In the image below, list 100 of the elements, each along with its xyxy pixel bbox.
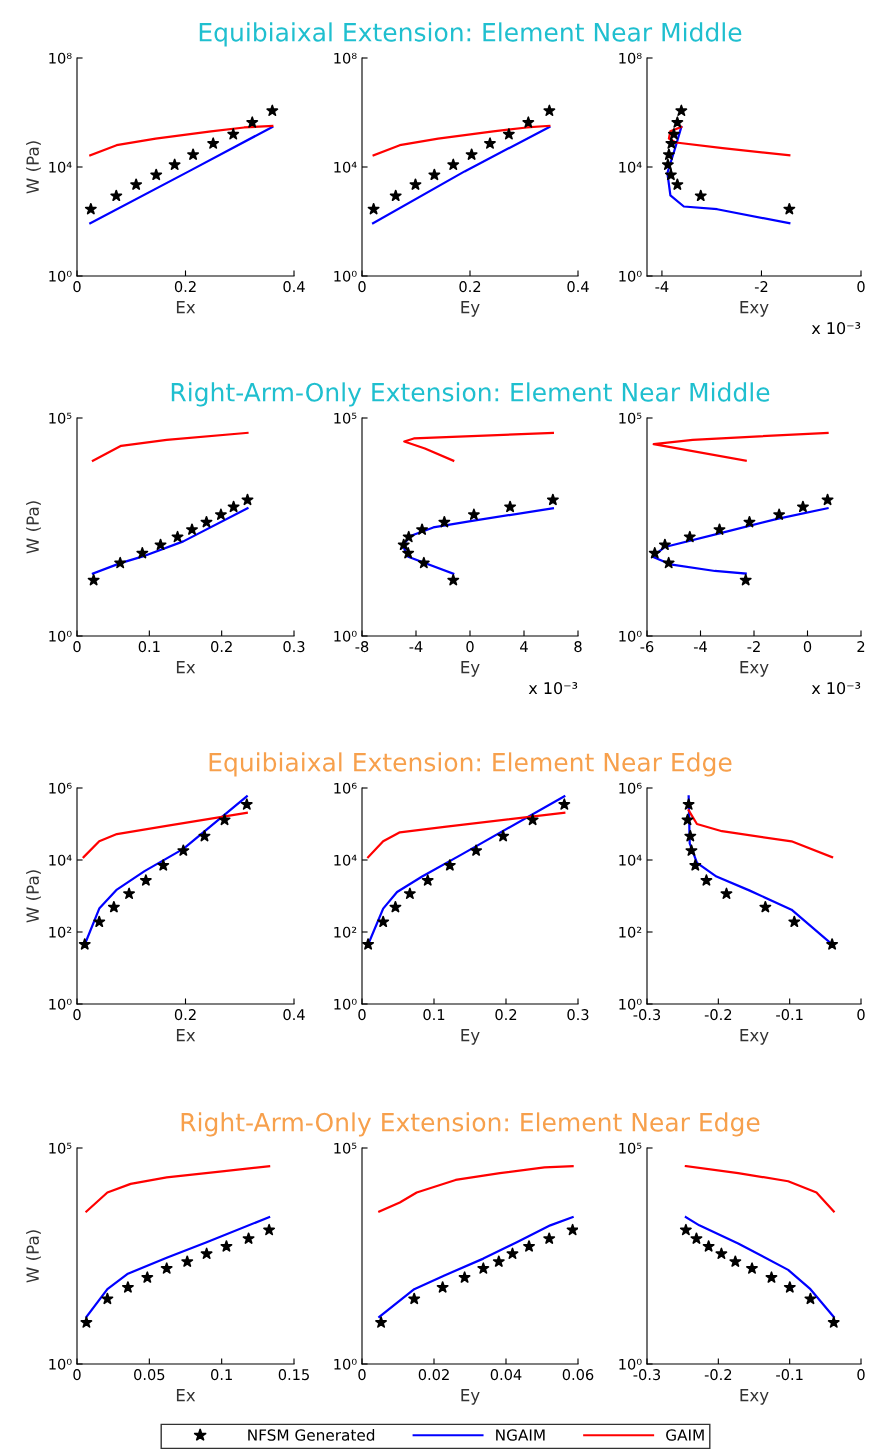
y-tick-label: 10⁴ xyxy=(334,854,357,866)
line-series xyxy=(91,431,249,462)
y-tick-label: 10⁰ xyxy=(334,1358,357,1370)
point xyxy=(107,900,120,913)
y-tick-label: 10⁵ xyxy=(49,1142,72,1154)
y-axis-title: W (Pa) xyxy=(26,141,41,194)
point xyxy=(689,859,702,871)
point xyxy=(648,547,661,559)
point xyxy=(186,523,198,535)
point xyxy=(447,574,460,586)
point xyxy=(558,798,571,810)
point xyxy=(130,178,143,190)
x-axis-title: Ey xyxy=(461,1389,480,1405)
x-tick-label: -4 xyxy=(655,281,669,292)
x-tick-label: 0.3 xyxy=(283,641,305,653)
point xyxy=(375,1316,388,1328)
point xyxy=(187,148,200,160)
point xyxy=(502,128,515,140)
x-tick-label: -0.1 xyxy=(776,1369,803,1381)
point xyxy=(682,798,695,810)
point xyxy=(409,178,422,190)
point xyxy=(467,508,480,520)
x-axis-title: Ex xyxy=(176,301,196,314)
point xyxy=(110,189,123,202)
point xyxy=(700,874,713,886)
point xyxy=(470,844,483,856)
point xyxy=(389,900,402,913)
point xyxy=(783,1281,796,1293)
point xyxy=(713,523,726,535)
x-tick-label: 0 xyxy=(857,281,865,293)
point xyxy=(168,158,181,171)
x-tick-label: 8 xyxy=(574,641,582,653)
x-tick-label: 0.4 xyxy=(283,281,305,293)
x-tick-label: 0.2 xyxy=(211,641,232,653)
x-tick-label: 0.1 xyxy=(138,641,160,653)
line-series xyxy=(652,431,829,462)
x-tick-label: 0 xyxy=(73,281,81,293)
point xyxy=(218,813,231,826)
point xyxy=(136,547,149,559)
point xyxy=(526,813,539,826)
y-tick-label: 10⁰ xyxy=(619,630,642,642)
x-tick-label: 0.15 xyxy=(278,1369,309,1381)
point xyxy=(743,516,756,528)
point xyxy=(497,830,510,842)
point xyxy=(683,530,696,543)
point xyxy=(443,859,456,871)
point xyxy=(506,1247,519,1260)
x-tick-label: -0.1 xyxy=(776,1009,803,1021)
x-tick-label: -0.2 xyxy=(704,1369,732,1381)
y-tick-label: 10² xyxy=(49,926,72,938)
x-axis-title: Exy xyxy=(740,661,769,677)
point xyxy=(797,500,809,513)
point xyxy=(389,189,402,202)
point xyxy=(685,844,698,856)
point xyxy=(566,1223,578,1236)
line-series xyxy=(367,811,566,859)
x-tick-label: -2 xyxy=(754,281,768,292)
x-axis-title: Exy xyxy=(740,301,769,317)
x-axis-title: Ex xyxy=(176,1389,196,1402)
point xyxy=(171,530,184,543)
x-tick-label: -6 xyxy=(640,641,654,653)
x-tick-label: 0.2 xyxy=(174,281,196,293)
point xyxy=(690,1232,703,1244)
point xyxy=(436,1281,449,1293)
y-tick-label: 10⁴ xyxy=(49,854,72,866)
text: x 10⁻³ xyxy=(811,322,861,335)
x-tick-label: 0 xyxy=(857,1009,865,1021)
point xyxy=(123,887,136,900)
point xyxy=(157,859,170,871)
point xyxy=(788,915,801,928)
y-tick-label: 10⁵ xyxy=(334,1142,357,1154)
x-axis-title: Ex xyxy=(176,661,196,674)
point xyxy=(417,556,430,569)
y-tick-label: 10⁰ xyxy=(334,270,357,282)
point xyxy=(377,915,390,928)
x-tick-label: 0.1 xyxy=(423,1009,445,1021)
point xyxy=(402,547,415,559)
point xyxy=(522,116,535,128)
point xyxy=(543,1232,556,1244)
point xyxy=(141,1271,154,1283)
point xyxy=(402,530,415,543)
x-tick-label: 0.4 xyxy=(567,281,589,293)
point xyxy=(84,203,97,215)
x-tick-label: -0.3 xyxy=(633,1369,661,1381)
y-tick-label: 10⁴ xyxy=(334,161,357,173)
y-tick-label: 10² xyxy=(619,926,642,938)
point xyxy=(523,1240,535,1252)
point xyxy=(428,168,441,181)
point xyxy=(139,874,152,886)
y-tick-label: 10⁰ xyxy=(619,270,642,282)
y-tick-label: 10⁶ xyxy=(619,782,642,794)
text: x 10⁻³ xyxy=(811,682,861,695)
point xyxy=(826,938,839,950)
y-tick-label: 10⁴ xyxy=(619,854,642,866)
x-tick-label: -8 xyxy=(355,641,369,653)
y-tick-label: 10⁶ xyxy=(49,782,72,794)
point xyxy=(821,493,834,506)
x-tick-label: 4 xyxy=(520,641,528,652)
x-tick-label: 0.3 xyxy=(567,1009,589,1021)
y-tick-label: 10⁸ xyxy=(619,52,642,64)
